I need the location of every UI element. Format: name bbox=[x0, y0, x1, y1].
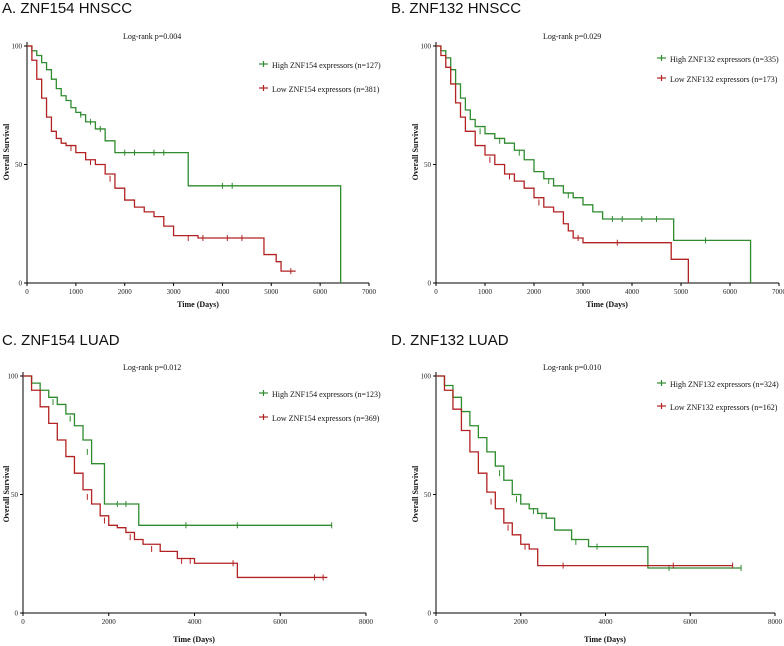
x-tick-label: 2000 bbox=[118, 288, 133, 296]
y-tick-label: 100 bbox=[421, 373, 432, 381]
x-tick-label: 1000 bbox=[478, 288, 493, 296]
legend-low-label: Low ZNF132 expressors (n=162) bbox=[670, 403, 778, 412]
x-axis-label: Time (Days) bbox=[173, 635, 215, 644]
logrank-pvalue: Log-rank p=0.012 bbox=[123, 363, 181, 372]
x-axis-label: Time (Days) bbox=[584, 635, 626, 644]
x-tick-label: 4000 bbox=[625, 288, 640, 296]
x-tick-label: 7000 bbox=[772, 288, 784, 296]
low-expressors-survival-curve bbox=[436, 45, 689, 283]
y-axis-label: Overall Survival bbox=[411, 465, 420, 522]
logrank-pvalue: Log-rank p=0.029 bbox=[543, 32, 601, 41]
y-axis-label: Overall Survival bbox=[411, 123, 420, 180]
y-tick-label: 50 bbox=[424, 491, 432, 499]
y-axis-label: Overall Survival bbox=[2, 123, 11, 180]
y-tick-label: 100 bbox=[12, 43, 23, 51]
x-axis-label: Time (Days) bbox=[177, 300, 219, 309]
y-tick-label: 50 bbox=[424, 161, 432, 169]
x-tick-label: 1000 bbox=[69, 288, 84, 296]
y-tick-label: 0 bbox=[15, 610, 19, 618]
panel-b-znf132-hnscc: B. ZNF132 HNSCC Log-rank p=0.029 High ZN… bbox=[391, 0, 784, 309]
y-tick-label: 50 bbox=[11, 491, 19, 499]
legend-high-label: High ZNF132 expressors (n=324) bbox=[670, 380, 779, 389]
y-axis-label: Overall Survival bbox=[2, 465, 11, 522]
legend-high-label: High ZNF154 expressors (n=127) bbox=[272, 61, 381, 70]
low-expressors-survival-curve bbox=[23, 375, 328, 579]
x-tick-label: 3000 bbox=[576, 288, 591, 296]
legend-low-label: Low ZNF132 expressors (n=173) bbox=[670, 75, 778, 84]
x-tick-label: 2000 bbox=[527, 288, 542, 296]
x-tick-label: 0 bbox=[25, 288, 29, 296]
x-tick-label: 3000 bbox=[167, 288, 182, 296]
x-tick-label: 8000 bbox=[359, 618, 374, 626]
y-tick-label: 0 bbox=[428, 610, 432, 618]
x-tick-label: 5000 bbox=[674, 288, 689, 296]
x-tick-label: 0 bbox=[21, 618, 25, 626]
y-tick-label: 100 bbox=[8, 373, 19, 381]
x-tick-label: 0 bbox=[434, 618, 438, 626]
panel-title: B. ZNF132 HNSCC bbox=[391, 0, 521, 17]
legend-low-label: Low ZNF154 expressors (n=369) bbox=[272, 414, 380, 423]
x-tick-label: 2000 bbox=[514, 618, 529, 626]
x-tick-label: 2000 bbox=[102, 618, 117, 626]
x-tick-label: 4000 bbox=[599, 618, 614, 626]
logrank-pvalue: Log-rank p=0.004 bbox=[123, 32, 181, 41]
panel-a-znf154-hnscc: A. ZNF154 HNSCC Log-rank p=0.004 High ZN… bbox=[2, 0, 381, 309]
y-tick-label: 0 bbox=[428, 280, 432, 288]
high-expressors-survival-curve bbox=[436, 375, 742, 569]
x-tick-label: 4000 bbox=[215, 288, 230, 296]
logrank-pvalue: Log-rank p=0.010 bbox=[543, 363, 601, 372]
x-tick-label: 6000 bbox=[723, 288, 738, 296]
legend-high-label: High ZNF154 expressors (n=123) bbox=[272, 390, 381, 399]
x-tick-label: 7000 bbox=[362, 288, 377, 296]
low-expressors-survival-curve bbox=[27, 45, 296, 272]
low-expressors-survival-curve bbox=[436, 375, 733, 567]
x-tick-label: 6000 bbox=[683, 618, 698, 626]
y-tick-label: 100 bbox=[421, 43, 432, 51]
panel-title: C. ZNF154 LUAD bbox=[2, 332, 120, 349]
y-tick-label: 50 bbox=[15, 161, 23, 169]
x-tick-label: 8000 bbox=[768, 618, 783, 626]
x-tick-label: 6000 bbox=[313, 288, 328, 296]
legend-low-label: Low ZNF154 expressors (n=381) bbox=[272, 85, 380, 94]
panel-title: D. ZNF132 LUAD bbox=[391, 332, 509, 349]
legend-high-label: High ZNF132 expressors (n=335) bbox=[670, 55, 779, 64]
x-tick-label: 6000 bbox=[273, 618, 288, 626]
high-expressors-survival-curve bbox=[27, 45, 342, 283]
y-tick-label: 0 bbox=[19, 280, 23, 288]
panel-d-znf132-luad: D. ZNF132 LUAD Log-rank p=0.010 High ZNF… bbox=[391, 332, 783, 644]
panel-title: A. ZNF154 HNSCC bbox=[2, 0, 132, 17]
x-tick-label: 0 bbox=[434, 288, 438, 296]
x-tick-label: 5000 bbox=[264, 288, 279, 296]
x-axis-label: Time (Days) bbox=[586, 300, 628, 309]
x-tick-label: 4000 bbox=[188, 618, 203, 626]
high-expressors-survival-curve bbox=[23, 375, 332, 526]
panel-c-znf154-luad: C. ZNF154 LUAD Log-rank p=0.012 High ZNF… bbox=[2, 332, 381, 644]
